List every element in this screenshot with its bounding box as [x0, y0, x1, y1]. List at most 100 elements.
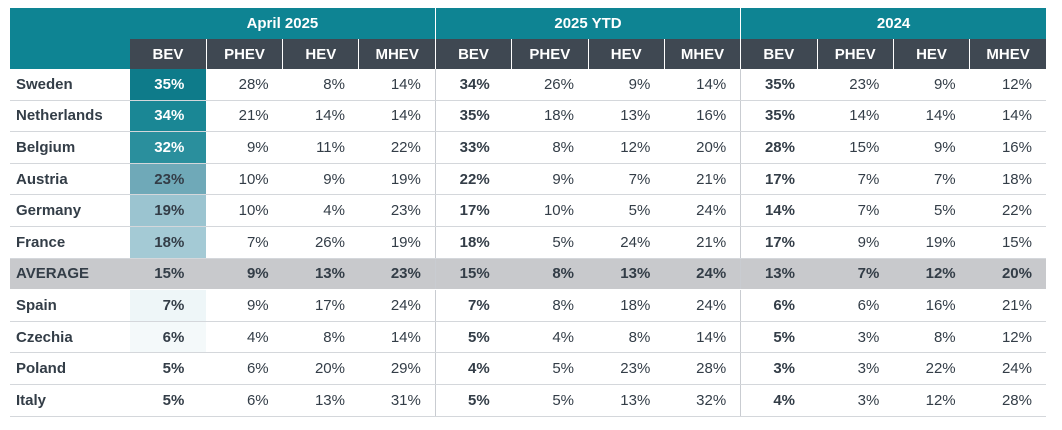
cell-april-bev: 19% — [130, 194, 207, 227]
country-name: Germany — [10, 194, 130, 227]
cell-ytd-hev: 24% — [588, 226, 665, 259]
cell-y2024-bev: 6% — [740, 289, 817, 322]
cell-ytd-hev: 7% — [588, 163, 665, 196]
cell-april-phev: 6% — [206, 352, 283, 385]
cell-y2024-phev: 7% — [817, 163, 894, 196]
cell-ytd-hev: 13% — [588, 100, 665, 133]
cell-ytd-phev: 26% — [511, 69, 588, 101]
cell-ytd-mhev: 32% — [664, 384, 742, 417]
cell-ytd-hev: 8% — [588, 321, 665, 354]
table-row: Austria 23% 10% 9% 19% 22% 9% 7% 21% 17% 7% 7% 18% — [10, 163, 1046, 196]
cell-april-mhev: 24% — [358, 289, 436, 322]
cell-april-mhev: 14% — [358, 100, 436, 133]
cell-y2024-hev: 12% — [893, 384, 970, 417]
cell-y2024-bev: 17% — [740, 226, 817, 259]
cell-y2024-mhev: 14% — [969, 100, 1046, 133]
country-name: Belgium — [10, 131, 130, 164]
cell-april-hev: 26% — [282, 226, 359, 259]
cell-april-hev: 8% — [282, 69, 359, 101]
cell-ytd-phev: 9% — [511, 163, 588, 196]
cell-y2024-hev: 12% — [893, 258, 970, 291]
cell-april-phev: 10% — [206, 194, 283, 227]
cell-april-bev: 32% — [130, 131, 207, 164]
cell-y2024-mhev: 12% — [969, 321, 1046, 354]
cell-april-bev: 5% — [130, 384, 207, 417]
group-header-april-2025: April 2025 — [130, 8, 436, 39]
cell-april-hev: 9% — [282, 163, 359, 196]
cell-april-bev: 15% — [130, 258, 207, 291]
cell-y2024-hev: 9% — [893, 69, 970, 101]
cell-y2024-mhev: 15% — [969, 226, 1046, 259]
col-header-hev: HEV — [282, 39, 360, 69]
cell-ytd-hev: 9% — [588, 69, 665, 101]
cell-y2024-phev: 9% — [817, 226, 894, 259]
cell-y2024-mhev: 20% — [969, 258, 1046, 291]
table-row: Spain 7% 9% 17% 24% 7% 8% 18% 24% 6% 6% 16% 21% — [10, 289, 1046, 322]
country-name: Poland — [10, 352, 130, 385]
cell-april-bev: 35% — [130, 69, 207, 101]
table-row: Sweden 35% 28% 8% 14% 34% 26% 9% 14% 35% 23% 9% 12% — [10, 69, 1046, 101]
cell-ytd-phev: 5% — [511, 226, 588, 259]
cell-ytd-bev: 33% — [435, 131, 512, 164]
country-name: Netherlands — [10, 100, 130, 133]
cell-ytd-phev: 5% — [511, 384, 588, 417]
cell-ytd-hev: 13% — [588, 384, 665, 417]
country-name: Czechia — [10, 321, 130, 354]
cell-y2024-phev: 14% — [817, 100, 894, 133]
cell-april-hev: 14% — [282, 100, 359, 133]
cell-april-mhev: 22% — [358, 131, 436, 164]
cell-y2024-phev: 23% — [817, 69, 894, 101]
country-name: Spain — [10, 289, 130, 322]
cell-y2024-phev: 7% — [817, 258, 894, 291]
cell-april-phev: 4% — [206, 321, 283, 354]
cell-ytd-mhev: 14% — [664, 321, 742, 354]
cell-april-bev: 23% — [130, 163, 207, 196]
cell-ytd-mhev: 14% — [664, 69, 742, 101]
col-header-phev: PHEV — [817, 39, 894, 69]
cell-y2024-hev: 8% — [893, 321, 970, 354]
cell-ytd-bev: 5% — [435, 321, 512, 354]
cell-april-hev: 17% — [282, 289, 359, 322]
cell-april-hev: 20% — [282, 352, 359, 385]
market-share-table-container: April 2025 2025 YTD 2024 BEV PHEV HEV MH… — [10, 8, 1046, 417]
table-row: Netherlands 34% 21% 14% 14% 35% 18% 13% 16% 35% 14… — [10, 100, 1046, 133]
cell-april-phev: 6% — [206, 384, 283, 417]
cell-y2024-hev: 7% — [893, 163, 970, 196]
cell-april-mhev: 23% — [358, 258, 436, 291]
table-row: Belgium 32% 9% 11% 22% 33% 8% 12% 20% 28% 15% 9% 16% — [10, 131, 1046, 164]
cell-ytd-phev: 18% — [511, 100, 588, 133]
table-row: Italy 5% 6% 13% 31% 5% 5% 13% 32% 4% 3% 12% 28% — [10, 384, 1046, 417]
cell-ytd-bev: 15% — [434, 258, 512, 291]
cell-april-mhev: 19% — [358, 226, 436, 259]
cell-y2024-phev: 3% — [817, 321, 894, 354]
cell-y2024-bev: 4% — [740, 384, 817, 417]
cell-april-bev: 7% — [130, 289, 207, 322]
cell-april-hev: 11% — [282, 131, 359, 164]
cell-y2024-phev: 15% — [817, 131, 894, 164]
cell-april-mhev: 23% — [358, 194, 436, 227]
cell-ytd-mhev: 20% — [664, 131, 742, 164]
cell-y2024-hev: 22% — [893, 352, 970, 385]
cell-ytd-bev: 35% — [435, 100, 512, 133]
cell-ytd-mhev: 24% — [664, 289, 742, 322]
cell-y2024-hev: 14% — [893, 100, 970, 133]
country-name: Sweden — [10, 69, 130, 101]
cell-y2024-bev: 13% — [740, 258, 817, 291]
country-name: Austria — [10, 163, 130, 196]
cell-april-phev: 21% — [206, 100, 283, 133]
cell-april-bev: 34% — [130, 100, 207, 133]
cell-ytd-mhev: 21% — [664, 163, 742, 196]
cell-ytd-mhev: 24% — [664, 194, 742, 227]
cell-ytd-bev: 5% — [435, 384, 512, 417]
average-row: AVERAGE 15% 9% 13% 23% 15% 8% 13% 24% 13% 7% 12% 20% — [10, 258, 1046, 291]
cell-april-mhev: 29% — [358, 352, 436, 385]
cell-ytd-bev: 7% — [435, 289, 512, 322]
col-header-mhev: MHEV — [358, 39, 436, 69]
cell-y2024-mhev: 21% — [969, 289, 1046, 322]
cell-y2024-mhev: 22% — [969, 194, 1046, 227]
cell-ytd-phev: 8% — [511, 289, 588, 322]
table-body: Sweden 35% 28% 8% 14% 34% 26% 9% 14% 35% 23% 9% 12% N… — [10, 69, 1046, 417]
cell-april-hev: 13% — [282, 258, 359, 291]
col-header-hev: HEV — [893, 39, 971, 69]
cell-y2024-bev: 3% — [740, 352, 817, 385]
